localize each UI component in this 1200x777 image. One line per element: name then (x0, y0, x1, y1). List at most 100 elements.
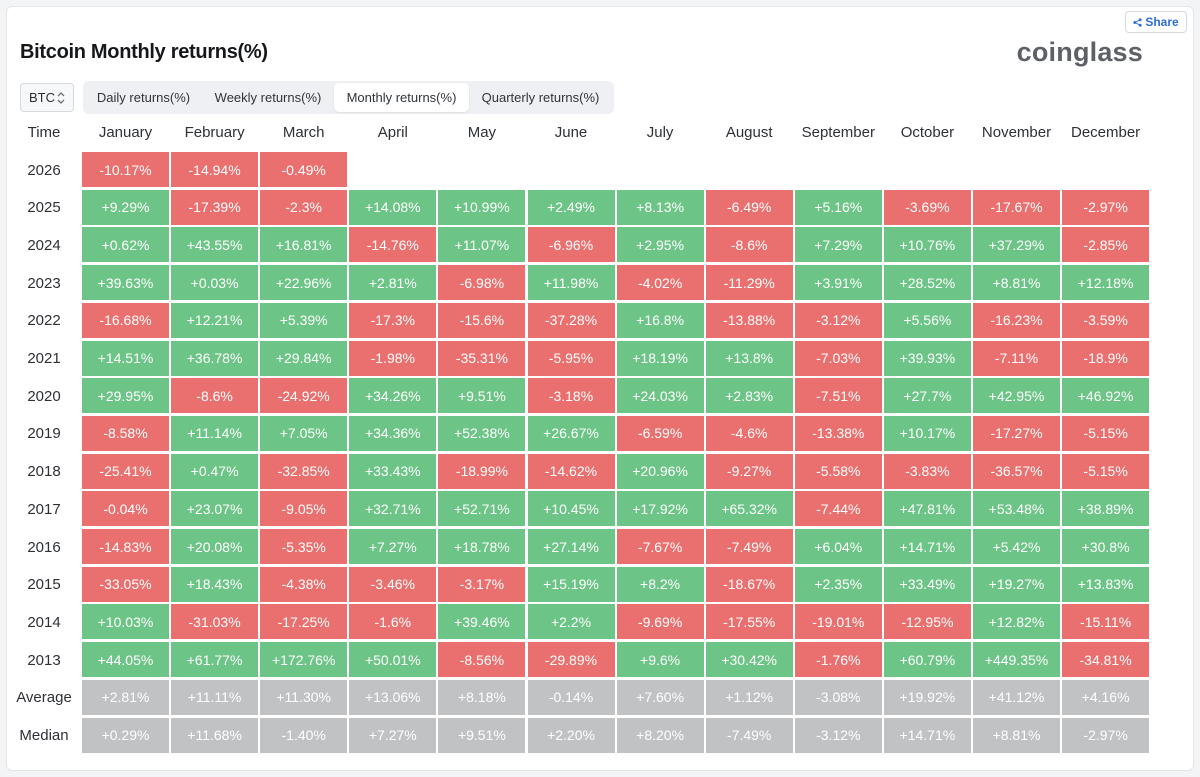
return-cell: +10.76% (883, 227, 971, 263)
row-label-year: 2020 (27, 387, 61, 405)
return-cell: -3.46% (349, 566, 437, 602)
summary-cell: +8.18% (438, 679, 526, 715)
return-cell: +53.48% (973, 491, 1060, 527)
return-cell: -17.67% (973, 189, 1060, 225)
return-cell: -18.9% (1062, 340, 1150, 376)
return-cell: +39.93% (883, 340, 971, 376)
row-label-year: 2025 (27, 199, 61, 217)
return-cell: +27.14% (527, 529, 615, 564)
return-cell: +44.05% (82, 642, 169, 678)
coin-select[interactable]: BTC (20, 83, 74, 112)
return-cell: +60.79% (883, 642, 971, 678)
return-cell: -5.58% (794, 453, 882, 489)
return-cell: -14.76% (349, 227, 437, 263)
return-cell: +10.45% (527, 491, 615, 527)
return-cell: -5.95% (527, 340, 615, 376)
summary-cell: +4.16% (1062, 679, 1150, 715)
return-cell: -32.85% (260, 453, 348, 489)
return-cell: +12.18% (1062, 265, 1150, 301)
column-header-june: June (554, 123, 588, 141)
return-cell: -16.68% (82, 302, 169, 338)
return-cell: +8.13% (616, 189, 704, 225)
summary-cell: +41.12% (973, 679, 1060, 715)
return-cell: +7.29% (794, 227, 882, 263)
return-cell: -8.58% (82, 415, 169, 451)
return-cell: +20.96% (616, 453, 704, 489)
returns-tabs: Daily returns(%) Weekly returns(%) Month… (83, 81, 614, 114)
summary-cell: +2.20% (527, 717, 615, 753)
return-cell: -14.94% (171, 152, 259, 187)
return-cell: +5.16% (794, 189, 882, 225)
return-cell: -33.05% (82, 566, 169, 602)
tab-monthly[interactable]: Monthly returns(%) (334, 83, 469, 112)
row-label-year: 2026 (27, 161, 61, 179)
return-cell: -1.6% (349, 604, 437, 640)
column-header-december: December (1070, 123, 1141, 141)
return-cell: +32.71% (349, 491, 437, 527)
row-label-median: Median (19, 727, 69, 744)
share-label: Share (1145, 15, 1179, 29)
column-header-october: October (900, 123, 955, 141)
return-cell: +12.21% (171, 302, 259, 338)
row-label-year: 2022 (27, 312, 61, 330)
return-cell: +10.99% (438, 189, 526, 225)
return-cell: +11.98% (527, 265, 615, 301)
return-cell: -2.97% (1062, 189, 1150, 225)
return-cell: +38.89% (1062, 491, 1150, 527)
tab-weekly[interactable]: Weekly returns(%) (214, 90, 322, 105)
tab-quarterly[interactable]: Quarterly returns(%) (481, 90, 600, 105)
return-cell: -3.18% (527, 378, 615, 414)
column-header-july: July (646, 123, 674, 141)
return-cell: +39.46% (438, 604, 526, 640)
return-cell: -18.99% (438, 453, 526, 489)
return-cell: -14.83% (82, 529, 169, 564)
return-cell: -3.83% (883, 453, 971, 489)
return-cell: +19.27% (973, 566, 1060, 602)
return-cell: -16.23% (973, 302, 1060, 338)
return-cell: -9.27% (705, 453, 793, 489)
summary-cell: +13.06% (349, 679, 437, 715)
summary-cell: +7.27% (349, 717, 437, 753)
column-header-november: November (981, 123, 1052, 141)
summary-cell: +2.81% (82, 679, 169, 715)
return-cell: +15.19% (527, 566, 615, 602)
return-cell: -7.51% (794, 378, 882, 414)
page-title: Bitcoin Monthly returns(%) (20, 41, 268, 63)
row-label-year: 2015 (27, 576, 61, 594)
return-cell: +42.95% (973, 378, 1060, 414)
return-cell: +34.36% (349, 415, 437, 451)
return-cell: -9.05% (260, 491, 348, 527)
return-cell: -17.27% (973, 415, 1060, 451)
return-cell: +27.7% (883, 378, 971, 414)
return-cell: -7.67% (616, 529, 704, 564)
return-cell: +0.62% (82, 227, 169, 263)
return-cell: -3.69% (883, 189, 971, 225)
return-cell: +18.78% (438, 529, 526, 564)
return-cell: -35.31% (438, 340, 526, 376)
row-label-year: 2018 (27, 463, 61, 481)
return-cell: +8.2% (616, 566, 704, 602)
return-cell: +5.39% (260, 302, 348, 338)
return-cell: -36.57% (973, 453, 1060, 489)
tab-daily[interactable]: Daily returns(%) (96, 90, 191, 105)
column-header-february: February (184, 123, 245, 141)
column-header-january: January (98, 123, 153, 141)
return-cell: -3.59% (1062, 302, 1150, 338)
share-button[interactable]: Share (1125, 11, 1187, 33)
return-cell: -7.44% (794, 491, 882, 527)
return-cell: -17.55% (705, 604, 793, 640)
return-cell: +9.29% (82, 189, 169, 225)
return-cell: -3.17% (438, 566, 526, 602)
share-icon (1133, 17, 1142, 27)
row-label-year: 2019 (27, 425, 61, 443)
return-cell: +7.27% (349, 529, 437, 564)
column-header-august: August (725, 123, 773, 141)
return-cell: -8.56% (438, 642, 526, 678)
summary-cell: +9.51% (438, 717, 526, 753)
return-cell: -5.35% (260, 529, 348, 564)
return-cell: -17.25% (260, 604, 348, 640)
return-cell: +29.95% (82, 378, 169, 414)
return-cell: +22.96% (260, 265, 348, 301)
return-cell: -8.6% (171, 378, 259, 414)
return-cell: +13.8% (705, 340, 793, 376)
